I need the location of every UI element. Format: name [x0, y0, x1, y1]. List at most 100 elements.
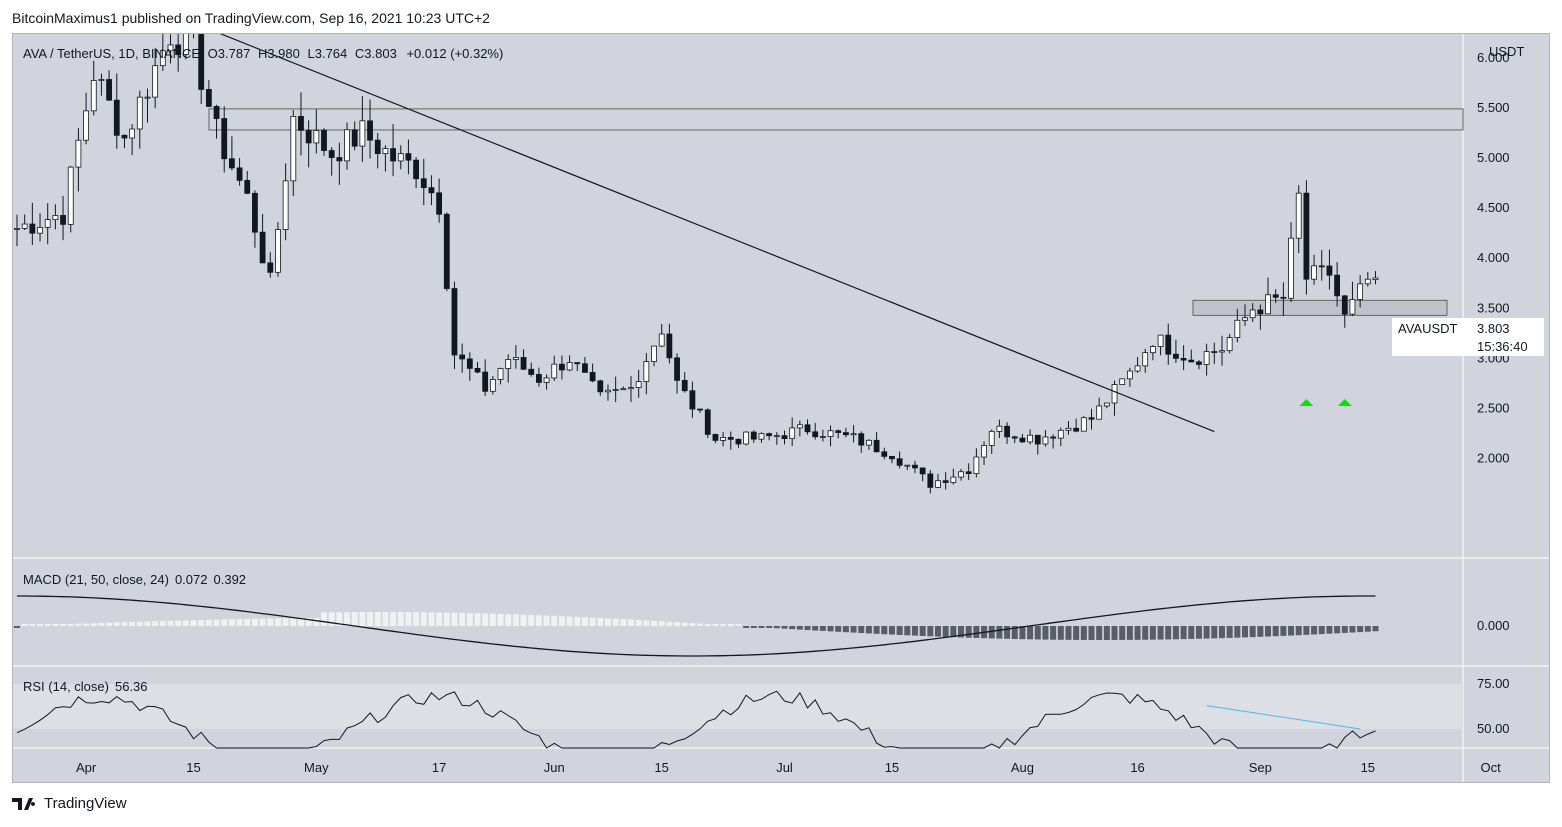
macd-histogram-bar [459, 612, 466, 626]
macd-histogram-bar [90, 623, 97, 626]
candle-body [1119, 378, 1126, 385]
macd-histogram-bar [697, 623, 704, 626]
candle-body [159, 50, 166, 67]
macd-histogram-bar [865, 626, 872, 634]
macd-histogram-bar [1349, 626, 1356, 633]
candle-body [1234, 319, 1241, 338]
macd-histogram-bar [167, 620, 174, 626]
candle-body [950, 476, 957, 483]
publish-info: BitcoinMaximus1 published on TradingView… [12, 10, 490, 26]
macd-histogram-bar [382, 612, 389, 626]
macd-histogram-bar [1119, 626, 1126, 640]
candle-body [605, 389, 611, 393]
macd-histogram-bar [305, 617, 312, 626]
macd-histogram-bar [1242, 626, 1248, 638]
macd-histogram-bar [443, 612, 450, 626]
footer-brand: TradingView [44, 795, 127, 812]
candle-body [44, 219, 51, 228]
candle-body [612, 389, 619, 391]
price-tick-label: 5.500 [1477, 100, 1510, 115]
chart-canvas[interactable]: 66.0005.5005.0004.5004.0003.5003.0002.50… [13, 5, 1549, 782]
time-tick-label: 16 [1130, 760, 1144, 775]
price-tick-label: 6.000 [1477, 50, 1510, 65]
candle-body [436, 192, 443, 215]
candle-body [735, 438, 742, 445]
candle-body [413, 159, 420, 180]
macd-histogram-bar [965, 626, 972, 638]
macd-histogram-bar [67, 624, 74, 626]
candle-body [397, 153, 404, 162]
candle-body [1372, 277, 1379, 280]
candle-body [1242, 317, 1248, 321]
candle-body [988, 430, 995, 446]
candle-body [1165, 334, 1172, 355]
candle-body [712, 433, 719, 441]
candle-body [121, 134, 128, 139]
macd-histogram-bar [1096, 626, 1103, 640]
candle-body [1326, 265, 1333, 276]
candle-body [850, 433, 857, 436]
time-tick-label: Jun [544, 760, 565, 775]
candle-body [1134, 365, 1141, 372]
macd-histogram-bar [842, 626, 849, 633]
candle-body [551, 363, 558, 379]
macd-histogram-bar [528, 614, 535, 626]
candle-body [681, 379, 688, 392]
macd-histogram-bar [436, 612, 443, 626]
macd-histogram-bar [773, 626, 780, 629]
candle-body [1011, 436, 1018, 439]
candle-body [236, 167, 243, 181]
candle-body [919, 467, 926, 475]
macd-zero-label: 0.000 [1477, 618, 1510, 633]
macd-histogram-bar [29, 624, 36, 626]
macd-histogram-bar [1218, 626, 1225, 639]
macd-histogram-bar [14, 626, 20, 628]
macd-histogram-bar [359, 612, 366, 626]
macd-histogram-bar [367, 612, 374, 626]
macd-histogram-bar [1188, 626, 1195, 639]
descending-trendline [170, 13, 1215, 433]
candle-body [67, 166, 74, 225]
macd-histogram-bar [159, 621, 166, 626]
candle-body [743, 431, 750, 445]
candle-body [674, 357, 680, 381]
candle-body [1019, 437, 1026, 443]
candle-body [313, 130, 320, 144]
candle-body [942, 480, 949, 483]
macd-histogram-bar [1088, 626, 1095, 640]
candle-body [367, 120, 373, 141]
macd-histogram-bar [221, 619, 228, 626]
macd-histogram-bar [297, 618, 304, 626]
price-tag-box [1392, 318, 1544, 356]
candle-body [881, 451, 888, 457]
candle-body [597, 380, 604, 393]
macd-histogram-bar [198, 619, 205, 626]
macd-histogram-bar [604, 618, 611, 626]
candle-body [351, 129, 358, 147]
candle-body [512, 357, 519, 360]
macd-histogram-bar [413, 612, 420, 626]
time-tick-label: May [304, 760, 329, 775]
macd-histogram-bar [904, 626, 911, 636]
candle-body [1073, 427, 1080, 432]
candle-body [1188, 359, 1195, 363]
macd-histogram-bar [60, 624, 67, 626]
chart-frame[interactable]: 66.0005.5005.0004.5004.0003.5003.0002.50… [12, 5, 1550, 783]
candle-body [90, 80, 97, 112]
rsi-line [16, 690, 1376, 749]
candle-body [566, 362, 573, 371]
time-tick-label: Apr [76, 760, 97, 775]
candle-body [1065, 427, 1072, 431]
macd-histogram-bar [1111, 626, 1118, 640]
macd-histogram-bar [1303, 626, 1310, 635]
macd-histogram-bar [98, 622, 105, 626]
candle-body [129, 128, 136, 139]
candle-body [359, 120, 366, 147]
macd-histogram-bar [1050, 626, 1057, 640]
macd-histogram-bar [1004, 626, 1011, 639]
macd-histogram-bar [1364, 626, 1371, 632]
macd-histogram-bar [666, 621, 673, 626]
price-tick-label: 5.000 [1477, 150, 1510, 165]
candle-body [1280, 296, 1287, 299]
macd-histogram-bar [106, 622, 113, 626]
